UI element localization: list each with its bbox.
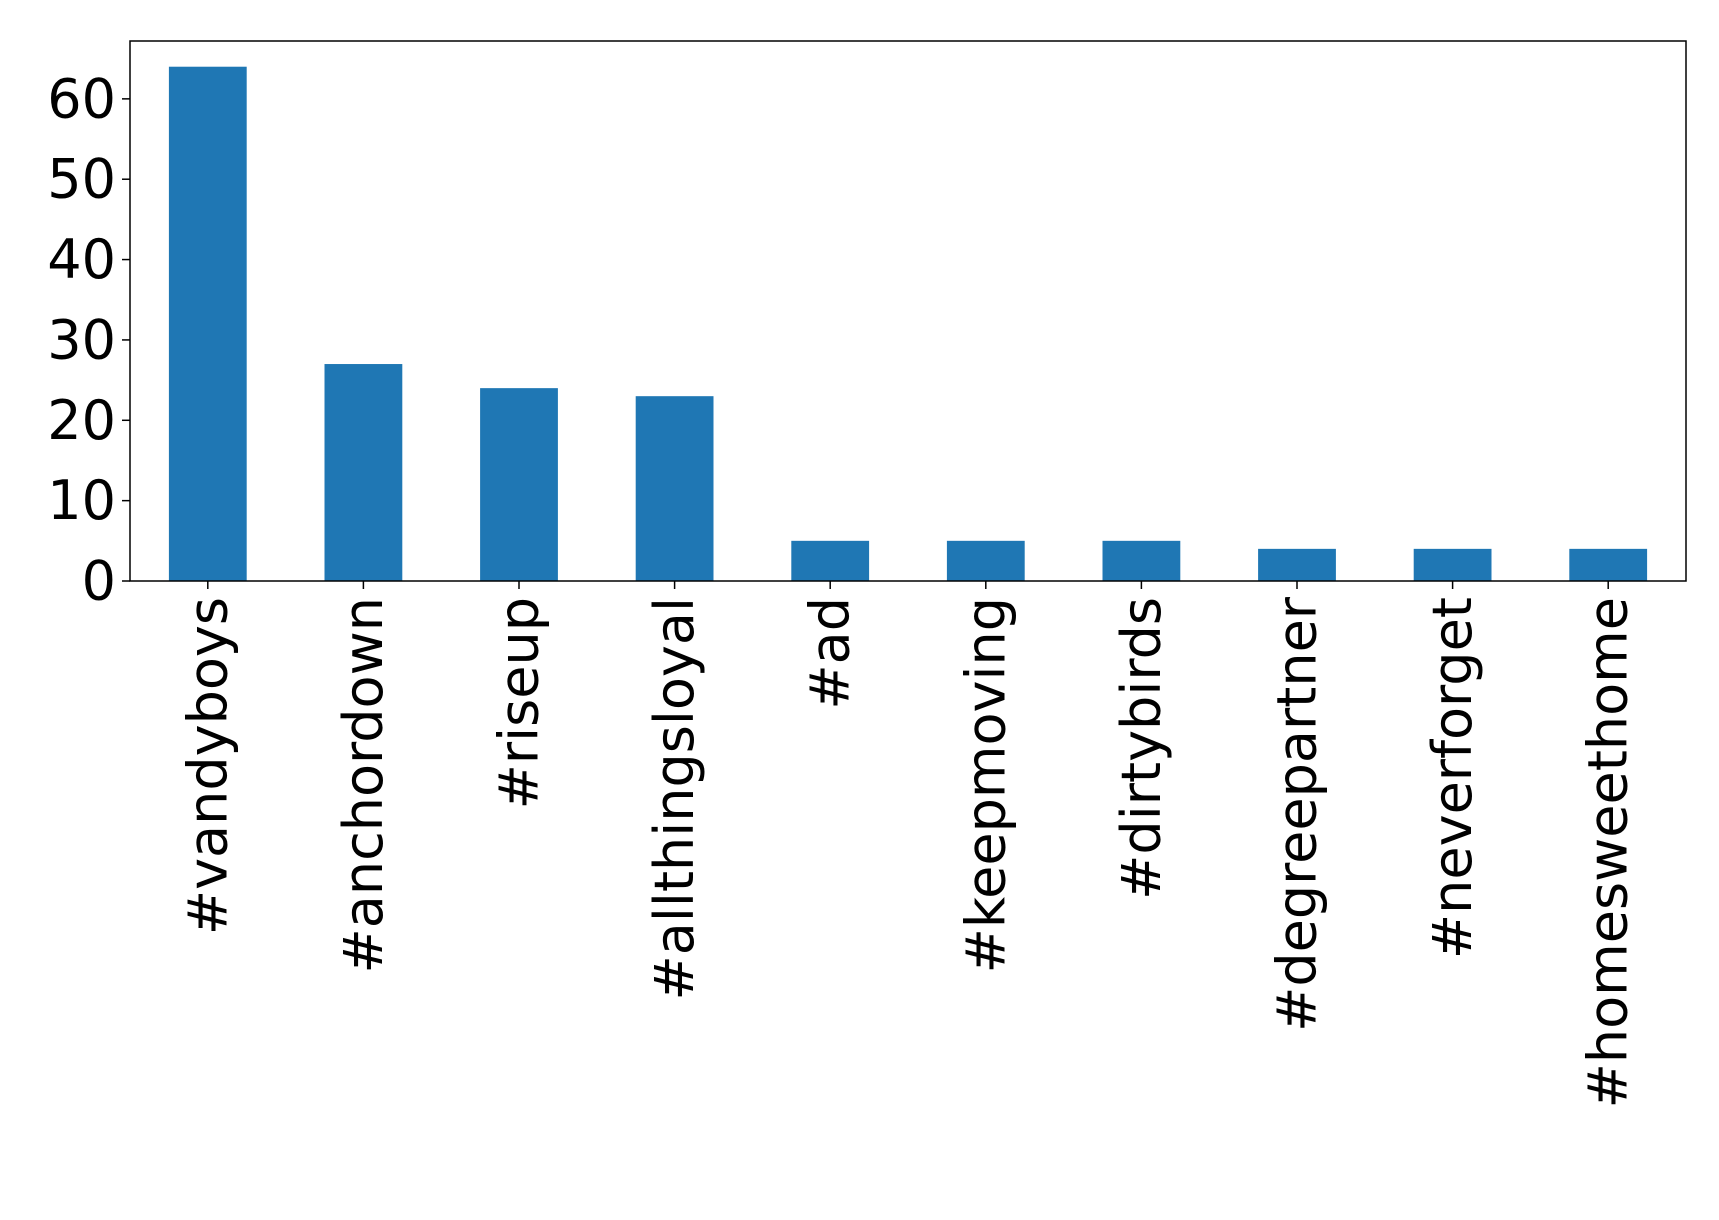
x-tick-label: #dirtybirds [1110,597,1173,900]
y-tick-label: 40 [47,228,116,291]
bar-degreepartner [1258,548,1336,581]
y-tick-label: 50 [47,148,116,211]
bar-vandyboys [168,66,247,581]
x-tick-label: #vandyboys [176,597,239,935]
plot-frame [129,40,1687,582]
x-axis: #vandyboys #anchordown #riseup #allthingslo… [176,581,1640,1108]
y-tick-label: 60 [47,67,116,130]
bar-dirtybirds [1102,540,1181,581]
bar-allthingsloyal [635,396,714,581]
x-tick-label: #neverforget [1421,597,1484,959]
bar-neverforget [1413,548,1492,581]
bars-group [168,66,1648,581]
y-tick-label: 10 [47,469,116,532]
x-tick-label: #keepmoving [954,597,1017,973]
x-tick-label: #degreepartner [1266,596,1329,1032]
y-axis: 0 10 20 30 40 50 60 [47,67,130,613]
bar-homesweethome [1569,548,1648,581]
x-tick-label: #allthingsloyal [643,597,706,1000]
x-tick-label: #ad [799,597,862,710]
y-tick-label: 30 [47,308,116,371]
x-tick-label: #homesweethome [1577,597,1640,1108]
bar-anchordown [324,364,403,581]
x-tick-label: #anchordown [332,597,395,973]
y-tick-label: 20 [47,389,116,452]
bar-keepmoving [946,540,1025,581]
y-tick-label: 0 [82,550,116,613]
x-tick-label: #riseup [488,597,551,809]
bar-riseup [480,388,558,581]
bar-ad [791,540,870,581]
